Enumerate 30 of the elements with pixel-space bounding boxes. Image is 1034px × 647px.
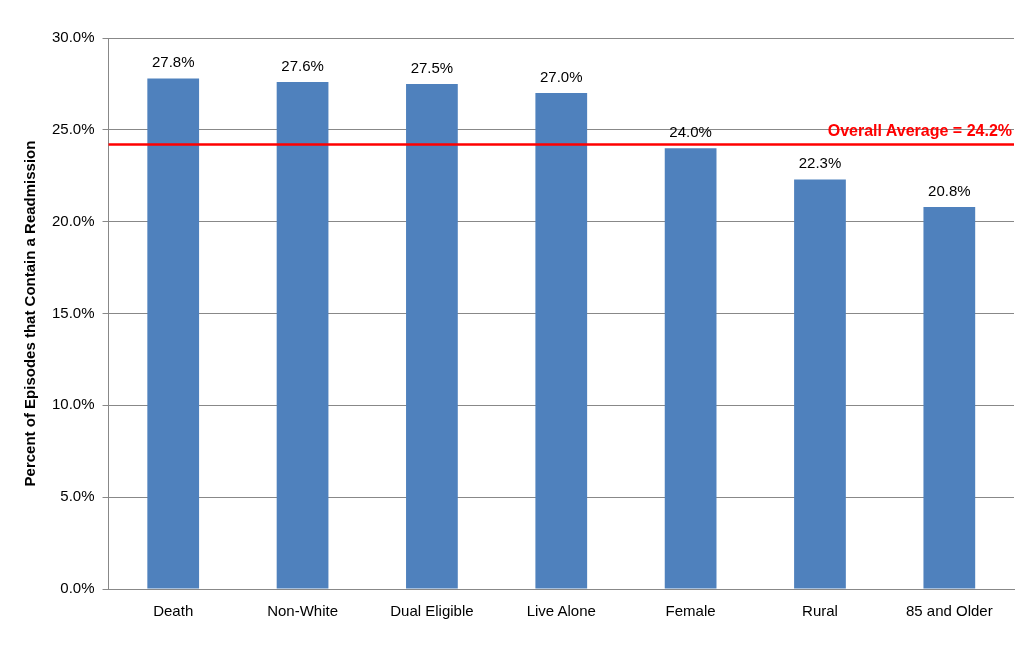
- y-tick-label: 0.0%: [60, 579, 95, 597]
- data-label: 22.3%: [798, 154, 842, 172]
- data-label: 20.8%: [928, 181, 971, 199]
- y-tick-label: 10.0%: [51, 395, 95, 413]
- bar: [923, 206, 976, 589]
- data-label: 27.8%: [151, 53, 195, 71]
- bar: [147, 78, 200, 589]
- x-tick-label: Non-White: [267, 602, 338, 620]
- x-tick-label: Live Alone: [526, 602, 596, 620]
- bar: [664, 148, 717, 589]
- bar: [276, 82, 329, 589]
- y-tick-label: 5.0%: [60, 487, 95, 505]
- x-tick-label: Dual Eligible: [390, 602, 474, 620]
- x-tick-label: Death: [153, 602, 194, 620]
- data-label: 27.0%: [539, 67, 583, 85]
- x-tick-label: Female: [665, 602, 716, 620]
- ref-line-label: Overall Average = 24.2%: [827, 121, 1012, 139]
- data-label: 27.5%: [410, 58, 454, 76]
- y-tick-label: 20.0%: [51, 211, 95, 229]
- data-label: 24.0%: [669, 122, 712, 140]
- bar: [406, 83, 458, 589]
- y-tick-label: 15.0%: [51, 303, 95, 321]
- y-tick-label: 25.0%: [51, 119, 95, 137]
- bar: [794, 179, 846, 589]
- bar: [535, 93, 588, 589]
- x-tick-label: 85 and Older: [905, 602, 993, 620]
- data-label: 27.6%: [281, 56, 324, 74]
- x-tick-label: Rural: [802, 602, 838, 620]
- y-axis-title: Percent of Episodes that Contain a Readmission: [21, 140, 39, 487]
- y-tick-label: 30.0%: [51, 28, 95, 46]
